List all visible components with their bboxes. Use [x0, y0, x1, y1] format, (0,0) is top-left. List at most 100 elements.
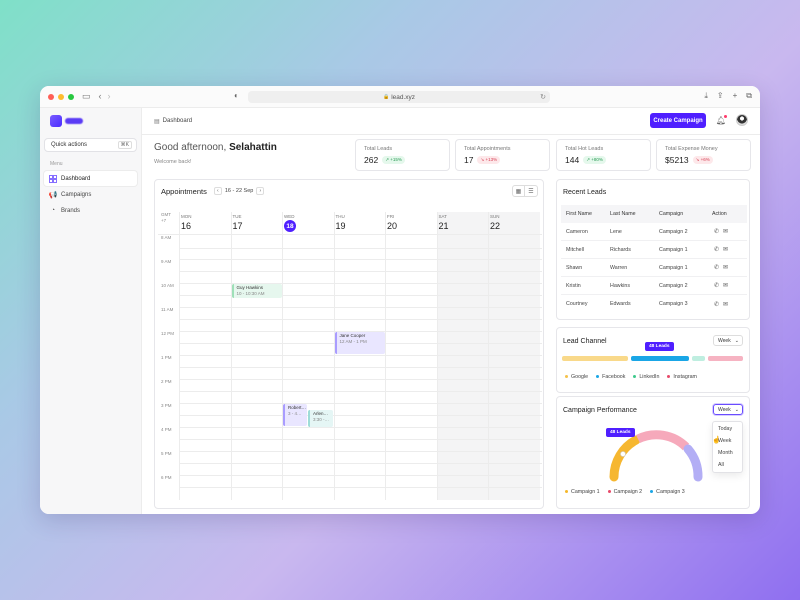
sidebar-item-label: Campaigns	[61, 191, 92, 198]
url-text: lead.xyz	[391, 93, 416, 101]
day-column-sun[interactable]: SUN 22	[488, 212, 540, 500]
quick-actions-button[interactable]: Quick actions ⌘K	[44, 138, 137, 152]
sidebar-item-dashboard[interactable]: Dashboard	[44, 171, 137, 186]
day-number: 20	[387, 221, 398, 231]
prev-week-button[interactable]: ‹	[213, 187, 222, 195]
mail-icon[interactable]: ✉	[723, 283, 729, 289]
event-robert[interactable]: Robert… 3 - 4…	[283, 404, 307, 426]
phone-icon[interactable]: ✆	[714, 265, 720, 271]
mail-icon[interactable]: ✉	[723, 247, 729, 253]
phone-icon[interactable]: ✆	[714, 283, 720, 289]
day-column-sat[interactable]: SAT 21	[436, 212, 488, 500]
hour-gridline	[179, 307, 542, 308]
table-row[interactable]: Mitchell Richards Campaign 1 ✆ ✉	[561, 241, 747, 259]
reload-icon[interactable]: ↻	[540, 94, 546, 101]
hour-gridline	[179, 259, 542, 260]
campaign-gauge[interactable]	[606, 427, 706, 483]
hour-gridline	[179, 271, 542, 272]
mail-icon[interactable]: ✉	[723, 229, 729, 235]
channel-bar-google[interactable]	[562, 356, 628, 361]
lead-channel-period-select[interactable]: Week ⌄	[713, 335, 743, 346]
column-header[interactable]: First Name	[566, 211, 592, 217]
tabs-overview-icon[interactable]: ⧉	[746, 91, 752, 100]
avatar[interactable]	[736, 114, 748, 126]
hour-label: 3 PM	[161, 403, 172, 408]
recent-leads-title: Recent Leads	[563, 189, 607, 196]
day-column-fri[interactable]: FRI 20	[385, 212, 437, 500]
create-campaign-button[interactable]: Create Campaign	[650, 113, 706, 128]
event-guy-hawkins[interactable]: Guy Hawkins 10 - 10:30 AM	[231, 284, 282, 298]
sidebar-item-campaigns[interactable]: 📢 Campaigns	[44, 187, 137, 202]
mail-icon[interactable]: ✉	[723, 301, 729, 308]
url-bar[interactable]: 🔒 lead.xyz ↻	[248, 91, 550, 103]
channel-bar-facebook[interactable]	[631, 356, 689, 361]
list-view-icon[interactable]: ☰	[528, 188, 534, 195]
minimize-dot[interactable]	[58, 93, 64, 100]
main-content: ▤ Dashboard Create Campaign 🔔︎ Good afte…	[142, 108, 760, 514]
new-tab-icon[interactable]: +	[732, 91, 738, 100]
legend-item-campaign-3: Campaign 3	[650, 489, 685, 495]
period-option-all[interactable]: All	[718, 462, 724, 468]
next-week-button[interactable]: ›	[256, 187, 265, 195]
table-row[interactable]: Kristin Hawkins Campaign 2 ✆ ✉	[561, 277, 747, 295]
day-column-wed[interactable]: WED 18	[282, 212, 334, 500]
shield-icon[interactable]: ◐	[234, 91, 239, 100]
breadcrumb[interactable]: ▤ Dashboard	[154, 118, 192, 125]
hour-gridline	[179, 403, 542, 404]
back-icon[interactable]: ‹	[98, 91, 102, 101]
sidebar-toggle-icon[interactable]: ▭	[82, 91, 91, 101]
grid-icon	[49, 174, 57, 183]
cell-last-name: Edwards	[610, 301, 631, 307]
forward-icon[interactable]: ›	[107, 91, 111, 101]
top-bar: ▤ Dashboard Create Campaign 🔔︎	[142, 108, 760, 135]
table-row[interactable]: Shawn Warren Campaign 1 ✆ ✉	[561, 259, 747, 277]
calendar-view-icon[interactable]: ▦	[513, 186, 525, 196]
legend-item-campaign-2: Campaign 2	[607, 489, 642, 495]
channel-bar-linkedin[interactable]	[692, 356, 705, 361]
day-column-thu[interactable]: THU 19	[333, 212, 386, 500]
day-column-mon[interactable]: MON 16	[179, 212, 231, 500]
lead-channel-tooltip: 48 Leads	[645, 342, 674, 351]
lock-icon: 🔒	[382, 94, 390, 100]
share-icon[interactable]: ⇪	[716, 91, 724, 100]
event-time: 3 - 4…	[288, 410, 302, 416]
close-dot[interactable]	[48, 93, 54, 100]
cell-campaign: Campaign 2	[659, 282, 688, 289]
hour-label: 11 AM	[161, 307, 174, 312]
mail-icon[interactable]: ✉	[723, 265, 729, 271]
greeting-block: Good afternoon, Selahattin Welcome back!	[154, 142, 277, 165]
table-row[interactable]: Cameron Lene Campaign 2 ✆ ✉	[561, 223, 747, 241]
period-option-week[interactable]: Week	[718, 438, 732, 444]
phone-icon[interactable]: ✆	[714, 229, 720, 235]
event-jane-cooper[interactable]: Jane Cooper 12 AM - 1 PM	[334, 332, 385, 354]
legend-item-linkedin: LinkedIn	[633, 374, 659, 380]
phone-icon[interactable]: ✆	[714, 301, 720, 308]
hour-gridline	[179, 248, 542, 249]
hour-gridline	[179, 427, 542, 428]
recent-leads-table: First Name Last Name Campaign Action Cam…	[561, 205, 747, 313]
column-header[interactable]: Campaign	[659, 211, 684, 217]
sidebar-item-brands[interactable]: ◔ Brands	[44, 203, 137, 218]
column-header: Action	[712, 211, 727, 217]
period-option-today[interactable]: Today	[718, 426, 733, 432]
day-column-tue[interactable]: TUE 17	[230, 212, 283, 500]
channel-bar-instagram[interactable]	[708, 356, 743, 361]
phone-icon[interactable]: ✆	[714, 247, 720, 253]
day-of-week: SUN	[490, 214, 500, 219]
hour-gridline	[179, 295, 542, 296]
app-logo[interactable]	[50, 114, 137, 128]
zoom-dot[interactable]	[68, 93, 74, 100]
campaign-period-select[interactable]: Week ⌄	[713, 404, 743, 415]
day-of-week: MON	[181, 214, 192, 219]
table-row[interactable]: Courtney Edwards Campaign 3 ✆ ✉	[561, 295, 747, 313]
hour-label: 6 PM	[161, 475, 172, 480]
event-arlene[interactable]: Arlen… 3:30 -…	[308, 410, 333, 427]
bell-icon[interactable]: 🔔︎	[715, 115, 727, 125]
event-title: Guy Hawkins	[236, 285, 264, 290]
browser-actions: ⤓ ⇪ + ⧉	[704, 91, 752, 101]
column-header[interactable]: Last Name	[610, 211, 636, 217]
hour-gridline	[158, 234, 542, 235]
download-icon[interactable]: ⤓	[704, 91, 708, 100]
cell-last-name: Hawkins	[610, 282, 631, 289]
period-option-month[interactable]: Month	[718, 450, 733, 456]
